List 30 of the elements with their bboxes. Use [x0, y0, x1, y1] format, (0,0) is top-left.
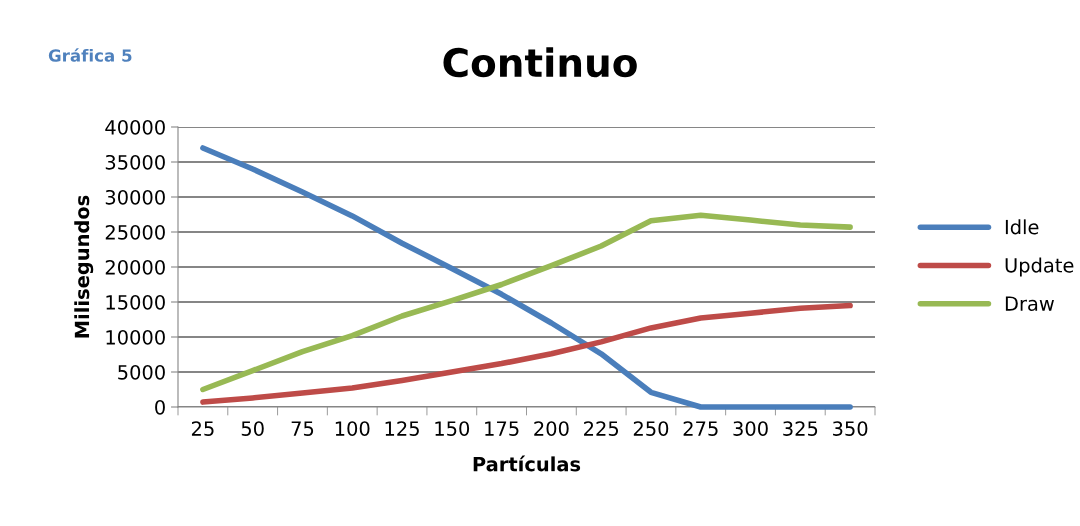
legend-label: Draw — [1005, 296, 1054, 311]
y-tick-label: 40000 — [105, 119, 165, 135]
x-tick-label: 125 — [385, 421, 419, 436]
legend-label: Update — [1005, 257, 1074, 277]
x-axis-title: Partículas — [473, 455, 581, 472]
y-tick-label: 5000 — [118, 364, 165, 380]
x-tick-label: 325 — [783, 421, 818, 436]
chart-subtitle: Gráfica 5 — [48, 48, 132, 62]
x-tick-label: 50 — [241, 421, 264, 436]
y-tick-label: 30000 — [105, 189, 165, 205]
chart-title: Continuo — [443, 47, 637, 78]
y-tick-label: 10000 — [106, 329, 165, 345]
x-tick-label: 100 — [335, 421, 370, 436]
x-tick-label: 275 — [683, 421, 718, 436]
legend-label: Idle — [1005, 219, 1039, 235]
x-tick-label: 200 — [534, 421, 569, 436]
y-tick-label: 0 — [155, 399, 165, 415]
x-tick-label: 350 — [833, 421, 868, 436]
x-tick-label: 150 — [435, 421, 470, 436]
y-tick-label: 25000 — [105, 224, 165, 240]
x-tick-label: 300 — [733, 421, 768, 436]
x-tick-label: 250 — [633, 421, 669, 436]
y-tick-label: 15000 — [106, 294, 165, 310]
y-axis-title: Milisegundos — [74, 195, 94, 338]
x-tick-label: 25 — [191, 421, 214, 436]
y-tick-label: 20000 — [105, 259, 165, 275]
x-tick-label: 175 — [485, 421, 519, 436]
x-tick-label: 75 — [291, 421, 314, 436]
y-tick-label: 35000 — [105, 154, 165, 170]
x-tick-label: 225 — [584, 421, 619, 436]
